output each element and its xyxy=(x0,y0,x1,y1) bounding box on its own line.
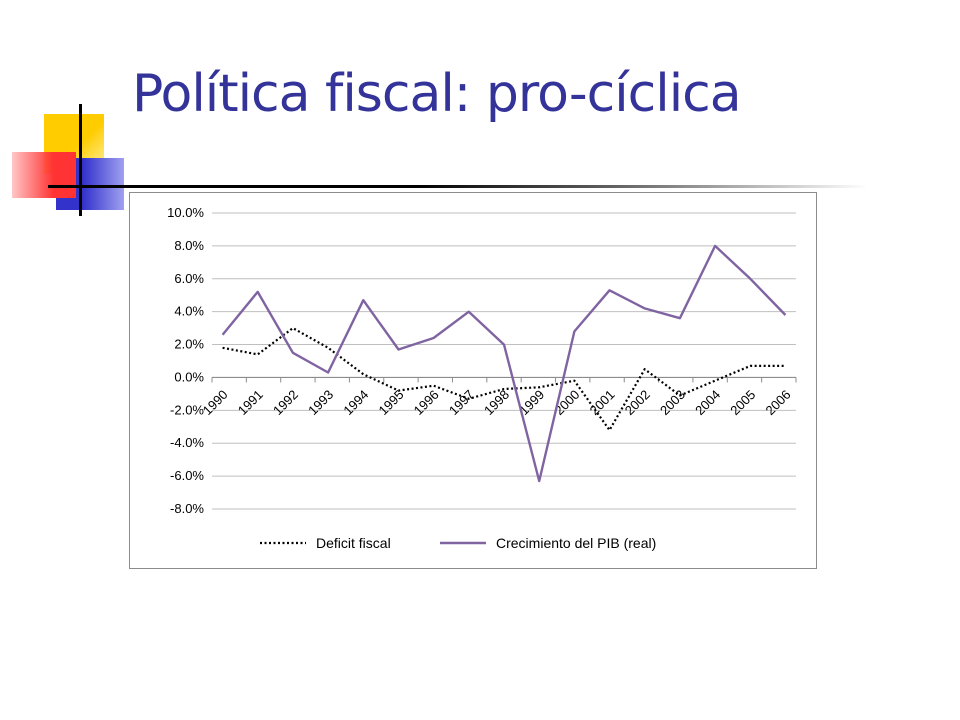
x-tick-label: 2005 xyxy=(727,387,758,418)
x-tick-label: 1998 xyxy=(481,387,512,418)
x-tick-label: 1997 xyxy=(446,387,477,418)
logo-red-square xyxy=(12,152,76,198)
x-tick-label: 1993 xyxy=(305,387,336,418)
logo-vertical-line xyxy=(79,104,82,216)
y-tick-label: 2.0% xyxy=(174,337,204,352)
y-tick-label: -2.0% xyxy=(170,402,204,417)
chart-frame: 10.0% 8.0% 6.0% 4.0% 2.0% 0.0% -2.0% -4.0% -6.0%… xyxy=(129,192,817,569)
page-title: Política fiscal: pro-cíclica xyxy=(132,64,742,124)
line-chart: 10.0% 8.0% 6.0% 4.0% 2.0% 0.0% -2.0% -4.0% -6.0%… xyxy=(167,205,797,551)
y-tick-label: 0.0% xyxy=(174,369,204,384)
series-line-deficit-fiscal xyxy=(222,327,786,432)
y-tick-label: 4.0% xyxy=(174,304,204,319)
y-tick-label: -4.0% xyxy=(170,435,204,450)
x-tick-label: 2001 xyxy=(587,387,618,418)
x-tick-label: 1990 xyxy=(200,387,231,418)
x-tick-label: 1995 xyxy=(376,387,407,418)
y-tick-label: 8.0% xyxy=(174,238,204,253)
y-tick-label: -8.0% xyxy=(170,501,204,516)
legend-label: Crecimiento del PIB (real) xyxy=(496,535,656,551)
y-tick-label: -6.0% xyxy=(170,468,204,483)
y-tick-label: 6.0% xyxy=(174,271,204,286)
x-tick-label: 2004 xyxy=(692,387,723,418)
x-tick-label: 1992 xyxy=(270,387,301,418)
x-tick-label: 1994 xyxy=(340,387,371,418)
series-line-crecimiento-pib xyxy=(221,244,787,483)
x-tick-label: 2003 xyxy=(657,387,688,418)
x-tick-label: 1991 xyxy=(235,387,266,418)
legend-label: Deficit fiscal xyxy=(316,535,391,551)
x-tick-label: 2006 xyxy=(763,387,794,418)
y-tick-label: 10.0% xyxy=(167,205,204,220)
x-tick-label: 2002 xyxy=(622,387,653,418)
x-tick-label: 1996 xyxy=(411,387,442,418)
title-underline xyxy=(48,185,868,188)
